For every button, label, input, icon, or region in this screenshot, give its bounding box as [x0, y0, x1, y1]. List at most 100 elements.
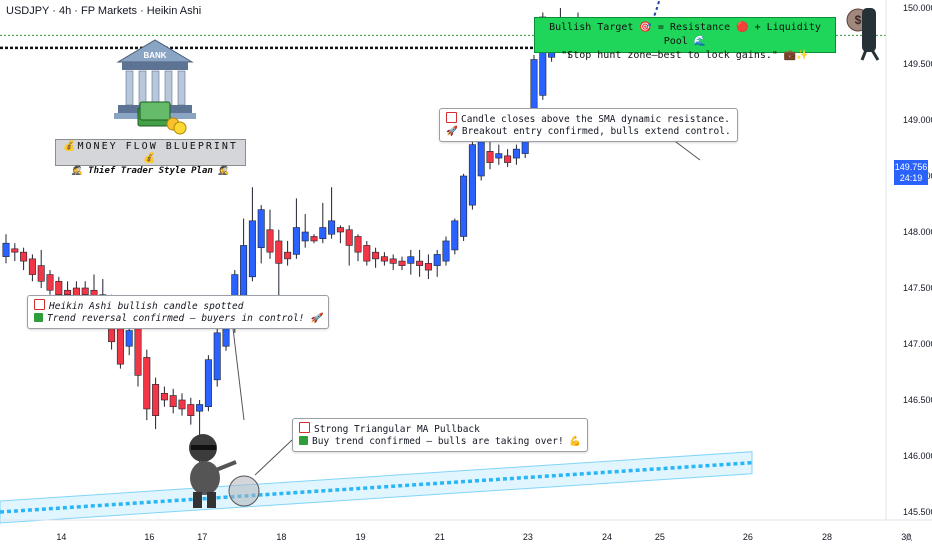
- note-sma-line1: Candle closes above the SMA dynamic resi…: [461, 114, 730, 125]
- bullish-candle: [257, 209, 265, 248]
- bearish-candle: [275, 240, 283, 264]
- money-flow-blueprint: 💰MONEY FLOW BLUEPRINT💰 🕵 Thief Trader St…: [55, 139, 246, 176]
- x-tick-label: 26: [743, 532, 753, 542]
- blueprint-title: 💰MONEY FLOW BLUEPRINT💰: [63, 141, 238, 164]
- note-pullback-line2: Buy trend confirmed — bulls are taking o…: [312, 436, 582, 447]
- target-line2: "Stop hunt zone—best to lock gains." 💼✨: [561, 50, 809, 61]
- x-tick-label: 28: [822, 532, 832, 542]
- x-tick-label: 16: [144, 532, 154, 542]
- y-tick-label: 147.000: [903, 339, 932, 349]
- dollar-sign-icon: $: [855, 13, 862, 27]
- x-tick-label: 21: [435, 532, 445, 542]
- bearish-candle: [354, 236, 362, 253]
- illustrations: BANK $: [114, 8, 880, 508]
- bullish-candle: [292, 227, 300, 255]
- bullish-candle: [442, 240, 450, 262]
- target-line1: Bullish Target 🎯 = Resistance 🔴 + Liquid…: [549, 22, 821, 47]
- x-tick-label: 19: [356, 532, 366, 542]
- note-sma-breakout: Candle closes above the SMA dynamic resi…: [439, 108, 738, 142]
- note-pullback-line1: Strong Triangular MA Pullback: [314, 424, 480, 435]
- bearish-candle: [424, 263, 432, 271]
- bullish-candle: [328, 220, 336, 235]
- price-axis: 151.500151.000150.500150.000149.500149.0…: [885, 0, 932, 520]
- bearish-candle: [81, 287, 89, 296]
- bearish-candle: [416, 260, 424, 266]
- bullish-target-box: Bullish Target 🎯 = Resistance 🔴 + Liquid…: [534, 17, 836, 61]
- note-ma-pullback: Strong Triangular MA Pullback Buy trend …: [292, 418, 589, 452]
- y-tick-label: 146.000: [903, 451, 932, 461]
- bearish-candle: [37, 265, 45, 282]
- note-sma-line2: Breakout entry confirmed, bulls extend c…: [461, 126, 731, 137]
- y-tick-label: 146.500: [903, 395, 932, 405]
- annotation-leaders: [228, 129, 701, 507]
- bearish-candle: [187, 404, 195, 416]
- bearish-candle: [169, 395, 177, 408]
- bullish-candle: [512, 148, 520, 159]
- bearish-candle: [363, 245, 371, 262]
- bullish-candle: [495, 153, 503, 159]
- ma-band-fill: [0, 451, 753, 524]
- bullish-candle: [468, 144, 476, 206]
- check-mark-icon: [299, 436, 308, 445]
- y-tick-label: 149.000: [903, 115, 932, 125]
- bearish-candle: [160, 392, 168, 401]
- x-tick-label: 25: [655, 532, 665, 542]
- y-tick-label: 145.500: [903, 507, 932, 517]
- bearish-candle: [46, 274, 54, 291]
- bullish-candle: [301, 231, 309, 242]
- bullish-candle: [125, 330, 133, 347]
- bullish-candle: [213, 332, 221, 381]
- bearish-candle: [398, 260, 406, 266]
- bearish-candle: [372, 251, 380, 260]
- x-tick-label: 18: [276, 532, 286, 542]
- bullish-candle: [539, 16, 547, 96]
- bearish-candle: [178, 399, 186, 410]
- bearish-candle: [55, 280, 63, 296]
- bank-label: BANK: [143, 51, 166, 60]
- checkbox-icon: [446, 112, 457, 123]
- y-tick-label: 147.500: [903, 283, 932, 293]
- bearish-candle: [504, 155, 512, 163]
- bearish-candle: [143, 357, 151, 410]
- bullish-candle: [451, 220, 459, 251]
- ma-band: [0, 451, 753, 524]
- bearish-candle: [266, 229, 274, 253]
- bearish-candle: [345, 229, 353, 246]
- y-tick-label: 150.000: [903, 3, 932, 13]
- auto-scale-button[interactable]: A: [906, 533, 913, 543]
- bullish-candle: [248, 220, 256, 278]
- bearish-candle: [284, 251, 292, 260]
- bearish-candle: [336, 227, 344, 233]
- chart-title: USDJPY · 4h · FP Markets · Heikin Ashi: [6, 5, 202, 17]
- current-price-tag: 149.756 24:19: [894, 160, 928, 185]
- x-tick-label: 14: [56, 532, 66, 542]
- current-price-value: 149.756: [894, 162, 928, 172]
- bullish-candle: [433, 254, 441, 266]
- leader-pullback: [254, 439, 293, 476]
- leader-heikin: [231, 319, 245, 421]
- bearish-candle: [310, 236, 318, 242]
- blueprint-subtitle: 🕵 Thief Trader Style Plan 🕵: [71, 166, 230, 176]
- bullish-candle: [407, 256, 415, 264]
- bearish-candle: [11, 248, 19, 253]
- time-axis: 14 16 17 18 19 21 23 24 25 26 28 30: [0, 519, 932, 542]
- x-tick-label: 23: [523, 532, 533, 542]
- thief-character-icon: [189, 434, 237, 508]
- bearish-candle: [389, 258, 397, 264]
- note-heikin-line1: Heikin Ashi bullish candle spotted: [49, 301, 244, 312]
- rocket-icon: 🚀: [446, 126, 458, 137]
- bearish-candle: [152, 384, 160, 416]
- bullish-candle: [319, 227, 327, 240]
- check-mark-icon: [34, 313, 43, 322]
- note-heikin-ashi: Heikin Ashi bullish candle spotted Trend…: [27, 295, 329, 329]
- pullback-marker-circle: [228, 475, 260, 507]
- bar-countdown: 24:19: [899, 173, 923, 183]
- y-tick-label: 149.500: [903, 59, 932, 69]
- checkbox-icon: [299, 422, 310, 433]
- note-heikin-line2: Trend reversal confirmed — buyers in con…: [47, 313, 322, 324]
- bullish-candle: [204, 359, 212, 408]
- money-stack-icon: [137, 101, 187, 135]
- y-tick-label: 148.000: [903, 227, 932, 237]
- x-tick-label: 30: [901, 532, 911, 542]
